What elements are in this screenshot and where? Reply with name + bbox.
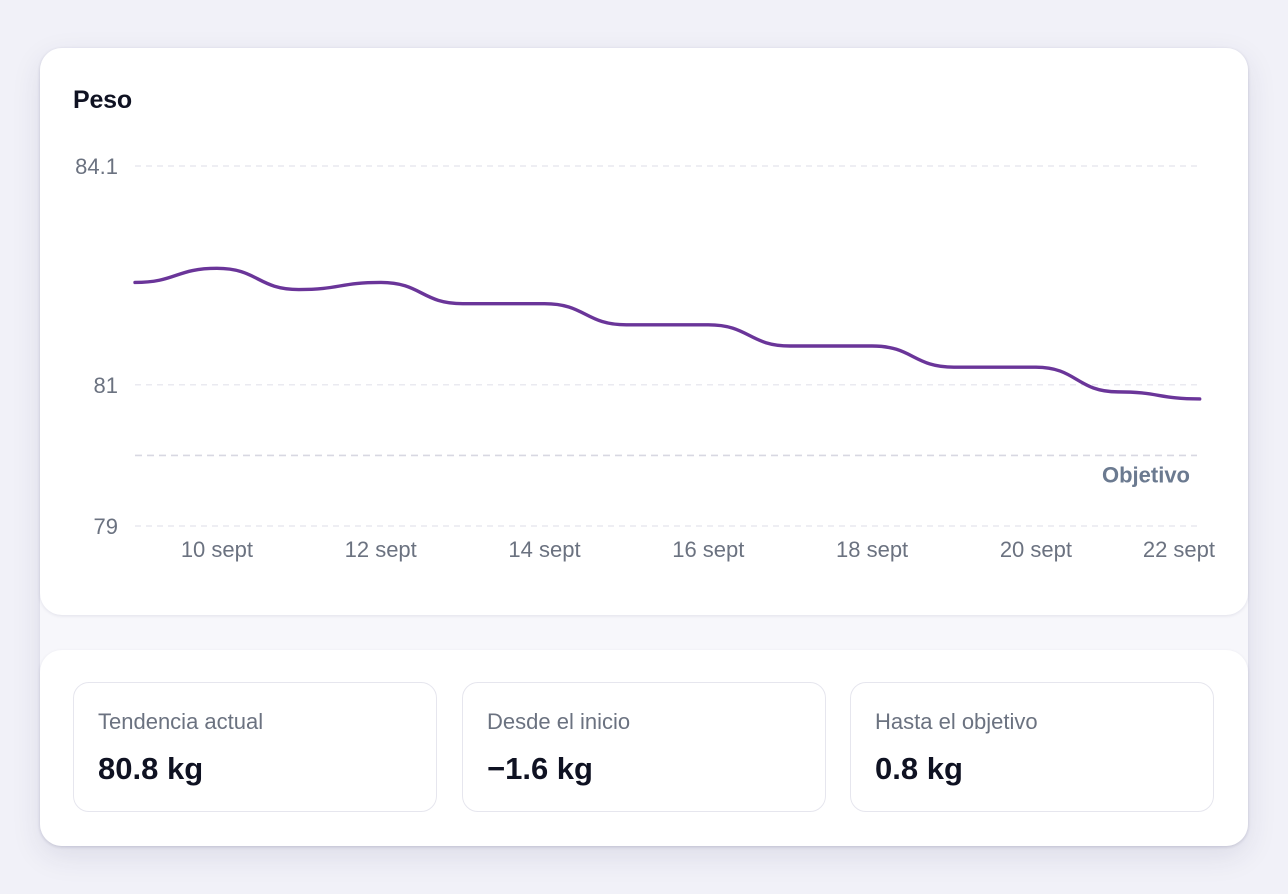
stat-value: 80.8 kg	[98, 751, 204, 786]
goal-label: Objetivo	[1102, 462, 1190, 487]
data-point	[133, 281, 137, 284]
stat-since-start: Desde el inicio −1.6 kg	[462, 682, 826, 812]
data-point	[215, 267, 219, 270]
x-tick-label: 16 sept	[672, 537, 744, 562]
data-point	[789, 344, 792, 348]
weight-line-chart: Objetivo 79 81 84.1 10 sept 12 sept 14 sept 1…	[75, 154, 1215, 562]
x-tick-label: 14 sept	[508, 537, 580, 562]
data-point	[1198, 397, 1201, 401]
data-point	[297, 288, 300, 291]
stat-label: Hasta el objetivo	[875, 709, 1038, 734]
weight-series-line	[133, 266, 1202, 401]
stat-label: Desde el inicio	[487, 709, 631, 734]
weight-chart-card: Peso Objetivo 79 81 84.1 10 sept 12 sept 14 …	[40, 48, 1248, 615]
x-tick-label: 22 sept	[1143, 537, 1215, 562]
y-tick-label: 79	[94, 514, 118, 539]
card-title: Peso	[73, 86, 132, 114]
data-point	[461, 302, 464, 305]
data-point	[707, 323, 710, 327]
weight-widget: Peso Objetivo 79 81 84.1 10 sept 12 sept 14 …	[40, 48, 1248, 846]
stat-to-goal: Hasta el objetivo 0.8 kg	[850, 682, 1214, 812]
data-point	[543, 302, 546, 305]
y-tick-label: 81	[94, 373, 118, 398]
data-point	[1116, 390, 1120, 394]
stat-label: Tendencia actual	[98, 709, 264, 734]
stat-value: −1.6 kg	[487, 751, 593, 786]
x-tick-label: 18 sept	[836, 537, 908, 562]
data-point	[952, 365, 956, 369]
stats-card: Tendencia actual 80.8 kg Desde el inicio…	[40, 650, 1248, 846]
x-tick-label: 12 sept	[345, 537, 417, 562]
data-point	[379, 281, 382, 284]
stat-value: 0.8 kg	[875, 751, 963, 786]
stat-current-trend: Tendencia actual 80.8 kg	[73, 682, 437, 812]
x-tick-label: 20 sept	[1000, 537, 1072, 562]
x-tick-label: 10 sept	[181, 537, 253, 562]
data-point	[1034, 365, 1038, 369]
y-tick-label: 84.1	[75, 154, 118, 179]
data-point	[870, 344, 874, 348]
data-point	[625, 323, 628, 327]
